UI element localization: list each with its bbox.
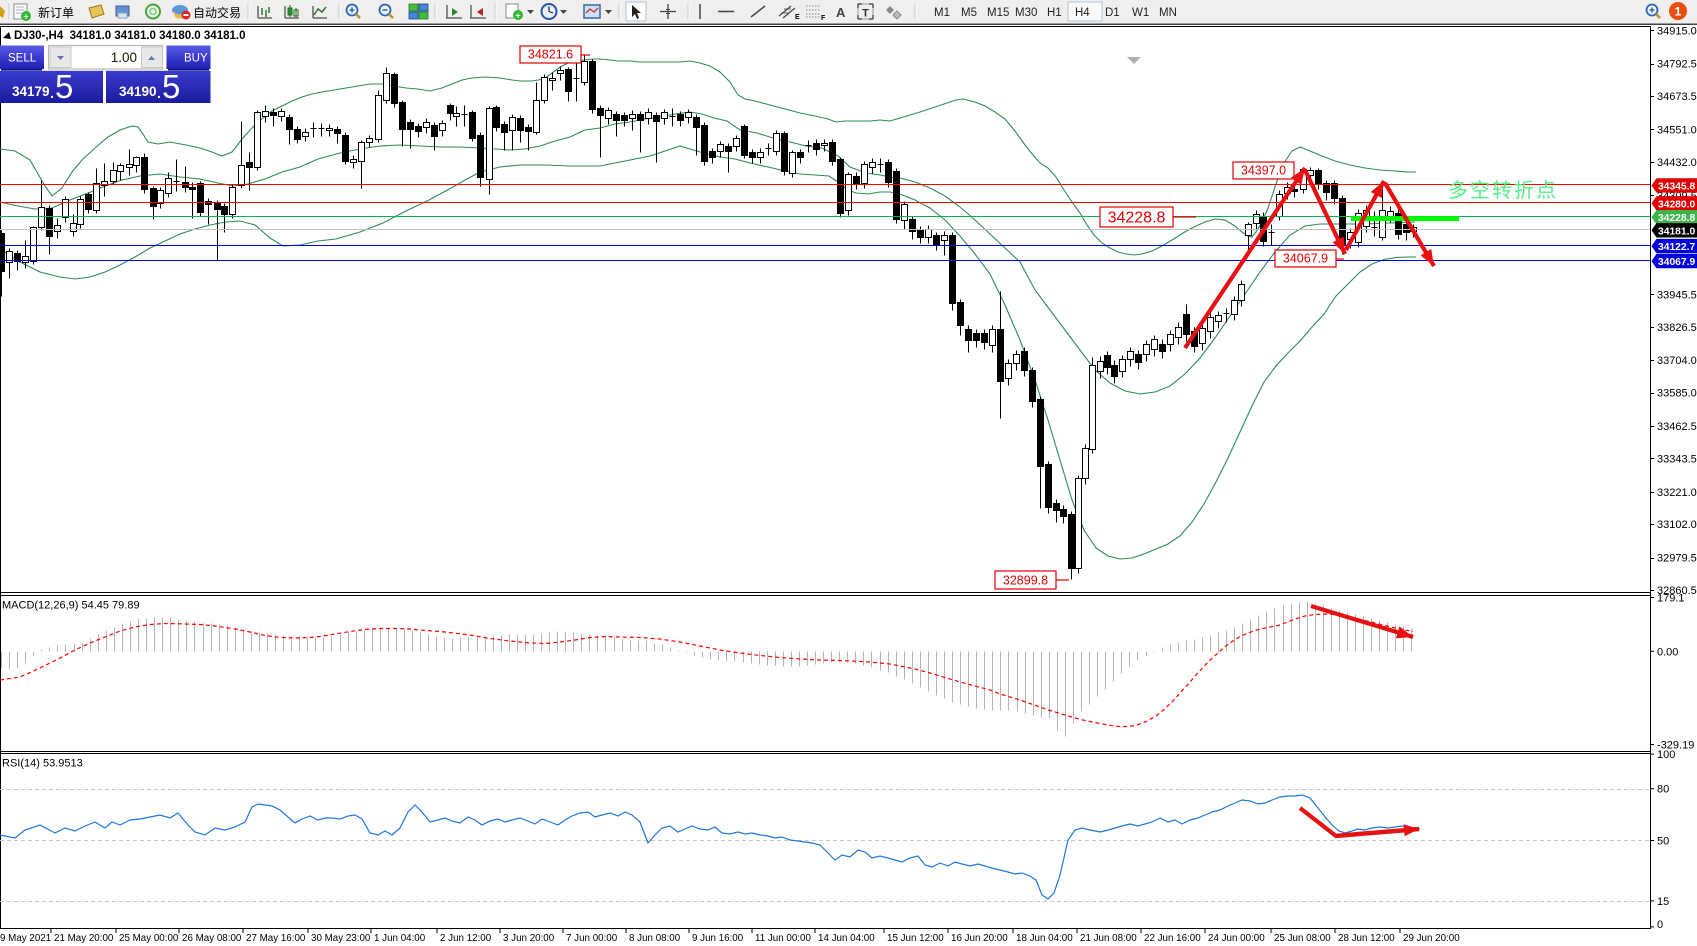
svg-text:34067.9: 34067.9 [1658,257,1695,268]
svg-text:21 Jun 08:00: 21 Jun 08:00 [1080,933,1137,944]
svg-text:DJ30-,H4 34181.0 34181.0 3418: DJ30-,H4 34181.0 34181.0 34180.0 34181.0 [14,30,245,42]
svg-text:15 Jun 12:00: 15 Jun 12:00 [887,933,944,944]
svg-text:34551.0: 34551.0 [1657,125,1697,137]
svg-text:MACD(12,26,9) 54.45 79.89: MACD(12,26,9) 54.45 79.89 [2,600,140,612]
svg-text:34432.0: 34432.0 [1657,157,1697,169]
svg-text:0: 0 [1657,919,1663,931]
svg-text:32899.8: 32899.8 [1003,574,1048,588]
svg-text:34673.5: 34673.5 [1657,91,1697,103]
svg-text:32979.5: 32979.5 [1657,553,1697,565]
svg-text:新订单: 新订单 [38,5,74,20]
svg-text:1 Jun 04:00: 1 Jun 04:00 [374,933,426,944]
svg-text:34179: 34179 [12,84,50,99]
svg-text:M30: M30 [1015,7,1037,19]
svg-text:MN: MN [1159,7,1177,19]
svg-text:34792.5: 34792.5 [1657,59,1697,71]
svg-text:34228.8: 34228.8 [1658,213,1695,224]
svg-text:34397.0: 34397.0 [1241,164,1286,178]
svg-text:A: A [836,5,846,20]
svg-text:M1: M1 [934,7,950,19]
svg-text:28 Jun 12:00: 28 Jun 12:00 [1338,933,1395,944]
svg-text:30 May 23:00: 30 May 23:00 [311,933,371,944]
svg-text:33462.5: 33462.5 [1657,421,1697,433]
svg-text:50: 50 [1657,836,1669,848]
svg-text:SELL: SELL [8,53,37,65]
svg-text:34122.7: 34122.7 [1658,242,1695,253]
svg-text:BUY: BUY [184,53,208,65]
svg-text:21 May 20:00: 21 May 20:00 [54,933,114,944]
svg-text:D1: D1 [1105,7,1120,19]
svg-text:+: + [515,11,520,21]
svg-text:5: 5 [162,68,180,105]
svg-text:W1: W1 [1132,7,1149,19]
svg-text:80: 80 [1657,784,1669,796]
svg-text:34345.8: 34345.8 [1658,181,1695,192]
svg-text:9 Jun 16:00: 9 Jun 16:00 [692,933,744,944]
svg-text:18 Jun 04:00: 18 Jun 04:00 [1016,933,1073,944]
svg-text:33826.5: 33826.5 [1657,322,1697,334]
svg-text:7 Jun 00:00: 7 Jun 00:00 [566,933,618,944]
svg-text:5: 5 [55,68,73,105]
svg-text:自动交易: 自动交易 [193,5,241,20]
svg-text:1.00: 1.00 [111,50,137,65]
svg-text:33945.5: 33945.5 [1657,289,1697,301]
svg-text:33704.0: 33704.0 [1657,355,1697,367]
svg-text:H4: H4 [1075,7,1090,19]
svg-text:34228.8: 34228.8 [1108,210,1166,227]
svg-text:25 Jun 08:00: 25 Jun 08:00 [1274,933,1331,944]
svg-text:32860.5: 32860.5 [1657,585,1697,597]
svg-text:1: 1 [1675,5,1682,19]
svg-text:34915.0: 34915.0 [1657,25,1697,37]
svg-text:.: . [50,85,54,101]
svg-text:3 Jun 20:00: 3 Jun 20:00 [503,933,555,944]
svg-text:8 Jun 08:00: 8 Jun 08:00 [629,933,681,944]
svg-text:33221.0: 33221.0 [1657,487,1697,499]
svg-text:34190: 34190 [119,84,157,99]
svg-text:15: 15 [1657,896,1669,908]
svg-text:33102.0: 33102.0 [1657,519,1697,531]
svg-text:33585.0: 33585.0 [1657,388,1697,400]
svg-text:-329.19: -329.19 [1657,740,1694,752]
svg-text:24 Jun 00:00: 24 Jun 00:00 [1208,933,1265,944]
svg-text:34280.0: 34280.0 [1658,199,1695,210]
svg-text:H1: H1 [1047,7,1062,19]
svg-text:E: E [795,14,800,21]
svg-text:RSI(14) 53.9513: RSI(14) 53.9513 [2,758,83,770]
svg-text:26 May 08:00: 26 May 08:00 [182,933,242,944]
svg-text:多空转折点: 多空转折点 [1448,179,1558,202]
svg-text:F: F [821,15,826,22]
svg-text:M5: M5 [961,7,977,19]
svg-text:T: T [862,8,869,20]
svg-text:34821.6: 34821.6 [528,48,573,62]
svg-text:100: 100 [1657,749,1675,761]
svg-text:M15: M15 [987,7,1009,19]
svg-text:0.00: 0.00 [1657,646,1678,658]
svg-text:34181.0: 34181.0 [1658,226,1695,237]
svg-text:+: + [23,12,28,22]
svg-text:14 Jun 04:00: 14 Jun 04:00 [818,933,875,944]
svg-text:34067.9: 34067.9 [1283,252,1328,266]
svg-text:33343.5: 33343.5 [1657,453,1697,465]
svg-text:27 May 16:00: 27 May 16:00 [246,933,306,944]
svg-text:9 May 2021: 9 May 2021 [0,933,51,944]
svg-text:16 Jun 20:00: 16 Jun 20:00 [951,933,1008,944]
svg-text:29 Jun 20:00: 29 Jun 20:00 [1403,933,1460,944]
svg-text:25 May 00:00: 25 May 00:00 [119,933,179,944]
svg-text:22 Jun 16:00: 22 Jun 16:00 [1144,933,1201,944]
svg-text:179.1: 179.1 [1657,593,1685,605]
svg-text:.: . [157,85,161,101]
svg-text:2 Jun 12:00: 2 Jun 12:00 [440,933,492,944]
svg-text:11 Jun 00:00: 11 Jun 00:00 [755,933,811,944]
